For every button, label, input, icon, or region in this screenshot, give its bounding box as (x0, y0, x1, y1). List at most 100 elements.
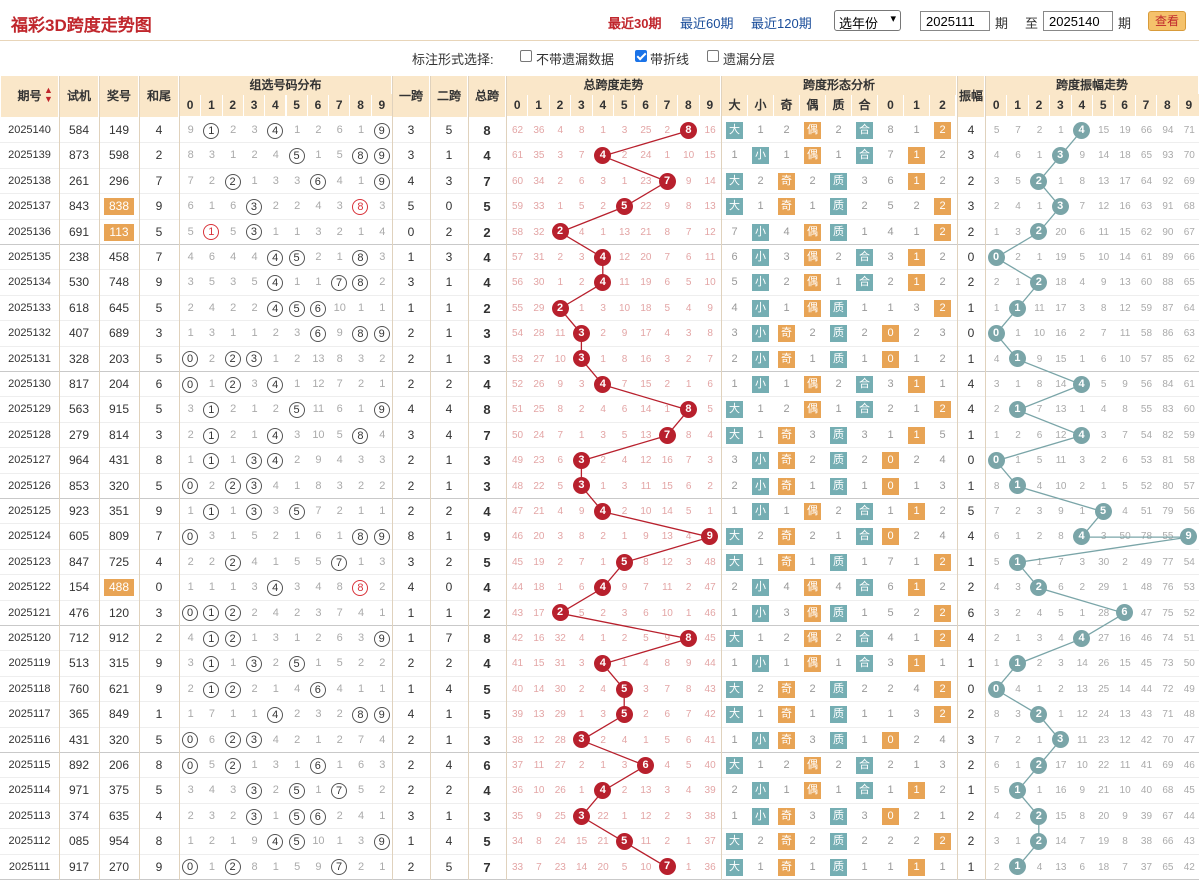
span1-cell: 4 (407, 580, 415, 595)
span-omit-cell: 10 (704, 277, 716, 289)
span-omit-cell: 5 (685, 277, 692, 289)
form-box: 奇 (778, 680, 795, 698)
form-box: 1 (908, 274, 925, 292)
form-box: 大 (726, 680, 743, 698)
draw-number-cell: 270 (108, 859, 130, 874)
test-number-cell: 853 (68, 478, 90, 493)
combo-digit-header: 8 (350, 94, 371, 116)
test-number-cell: 563 (68, 402, 90, 417)
form-omit-cell: 2 (757, 174, 764, 187)
span-omit-cell: 2 (600, 201, 606, 213)
span-omit-cell: 9 (664, 633, 671, 644)
form-box: 2 (934, 198, 951, 216)
form-omit-cell: 4 (731, 301, 738, 314)
amp-omit-cell: 11 (1055, 455, 1067, 467)
amp-omit-cell: 1 (1036, 785, 1043, 797)
test-number-cell: 238 (68, 250, 90, 264)
span2-cell: 1 (445, 351, 453, 366)
combo-omit-cell: 1 (230, 708, 237, 721)
amp-omit-cell: 37 (1140, 861, 1153, 873)
combo-omit-cell: 1 (379, 378, 386, 390)
span-omit-cell: 9 (685, 658, 692, 670)
combo-omit-cell: 2 (272, 327, 279, 340)
form-box: 合 (856, 655, 873, 673)
form-omit-cell: 1 (731, 149, 738, 162)
span-total-cell: 3 (483, 326, 491, 342)
span-omit-cell: 3 (621, 760, 628, 771)
span-total-cell: 6 (483, 758, 491, 773)
amp-omit-cell: 6 (1079, 861, 1086, 873)
form-omit-cell: 6 (731, 251, 738, 263)
span-total-cell: 5 (483, 681, 491, 697)
amp-omit-cell: 60 (1140, 277, 1153, 289)
combo-omit-cell: 3 (315, 606, 322, 619)
option-omit-layer-label[interactable]: 遗漏分层 (723, 52, 776, 67)
span-omit-cell: 1 (600, 633, 606, 644)
amp-ball: 2 (1030, 807, 1048, 825)
form-box: 质 (830, 604, 847, 622)
combo-ball: 5 (288, 300, 305, 317)
sort-icon[interactable]: ▲ ▼ (44, 85, 53, 104)
span-omit-cell: 5 (685, 760, 692, 771)
checkbox-no-omit[interactable] (520, 50, 532, 62)
year-select[interactable]: 选年份 ▾ (834, 10, 901, 31)
form-omit-cell: 2 (809, 454, 816, 467)
span-omit-cell: 5 (685, 506, 692, 517)
period-60-link[interactable]: 最近60期 (680, 16, 734, 31)
amp-omit-cell: 22 (1098, 760, 1110, 771)
test-number-cell: 917 (68, 859, 90, 874)
form-box: 1 (908, 376, 925, 393)
period-30-link[interactable]: 最近30期 (608, 16, 662, 31)
amp-digit-header: 8 (1157, 94, 1178, 116)
amplitude-cell: 4 (967, 402, 975, 417)
option-polyline-label[interactable]: 带折线 (650, 52, 690, 67)
span-omit-cell: 7 (664, 683, 671, 695)
span-omit-cell: 6 (685, 480, 692, 492)
form-omit-cell: 1 (731, 505, 738, 517)
span-omit-cell: 4 (664, 760, 671, 771)
test-number-cell: 584 (68, 123, 90, 137)
amp-omit-cell: 47 (1183, 734, 1195, 746)
amp-ball: 3 (1051, 147, 1069, 165)
form-box: 小 (752, 147, 769, 165)
amp-omit-cell: 43 (1140, 709, 1153, 721)
span-ball: 7 (658, 858, 676, 876)
amp-omit-cell: 44 (1183, 810, 1195, 822)
span-omit-cell: 11 (662, 582, 673, 594)
combo-ball: 5 (288, 503, 305, 520)
form-box: 偶 (804, 782, 821, 800)
combo-ball: 4 (267, 249, 284, 266)
combo-omit-cell: 3 (379, 759, 386, 771)
form-omit-cell: 3 (783, 251, 790, 263)
combo-omit-cell: 4 (336, 174, 343, 187)
amp-omit-cell: 13 (1076, 683, 1088, 695)
query-button[interactable]: 查看 (1148, 11, 1186, 31)
option-no-omit-label[interactable]: 不带遗漏数据 (536, 52, 615, 67)
span-omit-cell: 1 (600, 353, 606, 365)
amp-omit-cell: 2 (1036, 125, 1043, 136)
form-box: 偶 (804, 299, 821, 317)
span-omit-cell: 20 (533, 531, 545, 543)
combo-omit-cell: 7 (336, 606, 343, 619)
amp-omit-cell: 10 (1098, 252, 1110, 263)
amp-omit-cell: 4 (1058, 633, 1064, 644)
form-box: 2 (934, 401, 951, 419)
combo-omit-cell: 5 (294, 555, 301, 568)
combo-ball: 7 (331, 783, 348, 800)
checkbox-polyline[interactable] (635, 50, 647, 62)
checkbox-omit-layer[interactable] (707, 50, 719, 62)
period-120-link[interactable]: 最近120期 (751, 16, 812, 31)
span1-cell: 3 (407, 427, 415, 442)
form-box: 小 (752, 376, 769, 393)
combo-ball: 2 (224, 173, 241, 190)
form-omit-cell: 2 (887, 682, 894, 695)
amp-omit-cell: 27 (1098, 633, 1110, 644)
issue-cell: 2025125 (8, 505, 51, 517)
span-ball: 7 (658, 426, 676, 444)
to-issue-input[interactable]: 2025140 (1043, 11, 1113, 31)
form-omit-cell: 1 (913, 479, 920, 492)
from-issue-input[interactable]: 2025111 (920, 11, 990, 31)
test-number-cell: 712 (68, 631, 90, 645)
combo-ball: 0 (182, 478, 198, 495)
span-omit-cell: 4 (600, 683, 606, 695)
